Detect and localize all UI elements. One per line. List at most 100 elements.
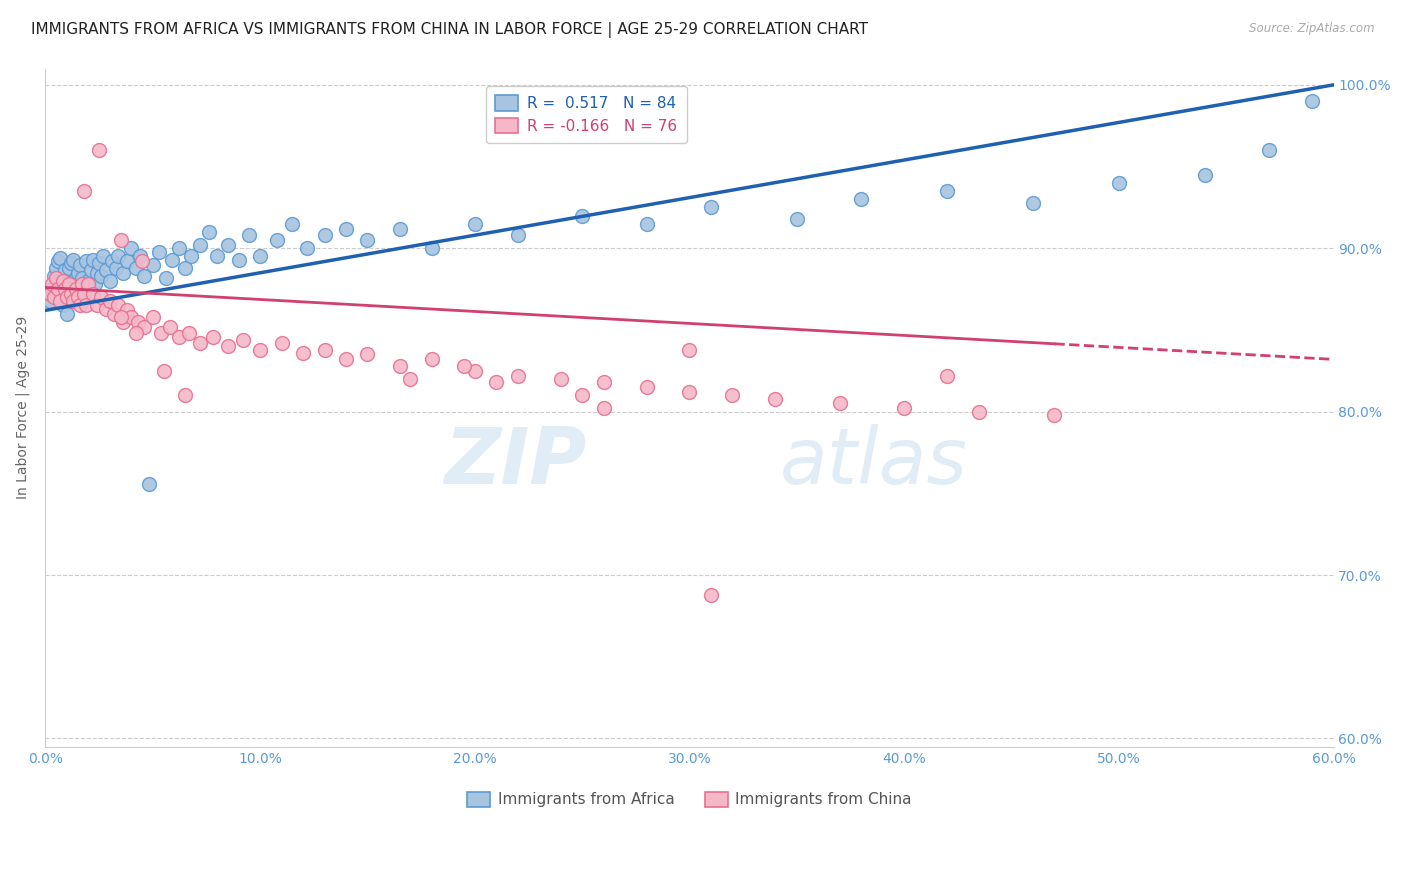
- Point: [314, 228, 336, 243]
- Point: [249, 249, 271, 263]
- Point: [60, 256, 83, 270]
- Point: [188, 238, 211, 252]
- Point: [167, 241, 190, 255]
- Point: [148, 244, 170, 259]
- Point: [1108, 176, 1130, 190]
- Point: [42, 290, 65, 304]
- Point: [70, 270, 93, 285]
- Point: [111, 315, 134, 329]
- Point: [62, 252, 84, 267]
- Point: [197, 225, 219, 239]
- Point: [49, 251, 72, 265]
- Point: [155, 270, 177, 285]
- Point: [335, 221, 357, 235]
- Point: [56, 290, 79, 304]
- Point: [420, 352, 443, 367]
- Point: [174, 388, 197, 402]
- Point: [58, 287, 80, 301]
- Point: [828, 396, 851, 410]
- Point: [205, 249, 228, 263]
- Point: [936, 368, 959, 383]
- Point: [134, 319, 156, 334]
- Point: [89, 256, 111, 270]
- Point: [110, 310, 132, 324]
- Point: [142, 258, 165, 272]
- Point: [90, 268, 112, 283]
- Point: [65, 270, 87, 285]
- Point: [41, 282, 63, 296]
- Point: [180, 249, 202, 263]
- Point: [592, 401, 614, 416]
- Point: [70, 277, 93, 292]
- Point: [485, 376, 508, 390]
- Point: [700, 201, 723, 215]
- Point: [42, 268, 65, 283]
- Point: [266, 233, 288, 247]
- Point: [969, 405, 991, 419]
- Point: [69, 298, 91, 312]
- Point: [53, 282, 76, 296]
- Point: [73, 280, 96, 294]
- Point: [1194, 168, 1216, 182]
- Point: [89, 143, 111, 157]
- Point: [636, 217, 658, 231]
- Point: [1043, 408, 1066, 422]
- Point: [66, 290, 89, 304]
- Point: [120, 241, 142, 255]
- Point: [69, 258, 91, 272]
- Point: [77, 274, 100, 288]
- Point: [179, 326, 201, 341]
- Point: [464, 217, 486, 231]
- Point: [399, 372, 422, 386]
- Point: [1301, 94, 1323, 108]
- Point: [101, 254, 124, 268]
- Point: [53, 290, 76, 304]
- Point: [56, 307, 79, 321]
- Point: [228, 252, 250, 267]
- Point: [86, 298, 108, 312]
- Point: [60, 287, 83, 301]
- Point: [217, 238, 239, 252]
- Point: [506, 228, 529, 243]
- Point: [127, 315, 149, 329]
- Point: [86, 266, 108, 280]
- Point: [335, 352, 357, 367]
- Point: [167, 329, 190, 343]
- Point: [69, 282, 91, 296]
- Point: [131, 254, 153, 268]
- Point: [120, 310, 142, 324]
- Point: [150, 326, 173, 341]
- Point: [45, 260, 67, 275]
- Point: [464, 364, 486, 378]
- Point: [188, 336, 211, 351]
- Point: [678, 385, 700, 400]
- Point: [110, 233, 132, 247]
- Point: [82, 287, 104, 301]
- Point: [160, 252, 183, 267]
- Point: [124, 326, 146, 341]
- Point: [66, 290, 89, 304]
- Point: [49, 293, 72, 308]
- Point: [79, 262, 101, 277]
- Text: atlas: atlas: [780, 424, 967, 500]
- Point: [77, 277, 100, 292]
- Point: [58, 260, 80, 275]
- Text: IMMIGRANTS FROM AFRICA VS IMMIGRANTS FROM CHINA IN LABOR FORCE | AGE 25-29 CORRE: IMMIGRANTS FROM AFRICA VS IMMIGRANTS FRO…: [31, 22, 868, 38]
- Point: [388, 221, 411, 235]
- Point: [52, 274, 75, 288]
- Point: [53, 262, 76, 277]
- Point: [356, 347, 378, 361]
- Point: [270, 336, 292, 351]
- Point: [60, 282, 83, 296]
- Point: [48, 280, 70, 294]
- Point: [936, 184, 959, 198]
- Point: [232, 333, 254, 347]
- Point: [851, 192, 873, 206]
- Point: [420, 241, 443, 255]
- Point: [238, 228, 260, 243]
- Text: Source: ZipAtlas.com: Source: ZipAtlas.com: [1250, 22, 1375, 36]
- Point: [45, 287, 67, 301]
- Point: [678, 343, 700, 357]
- Point: [152, 364, 174, 378]
- Point: [73, 287, 96, 301]
